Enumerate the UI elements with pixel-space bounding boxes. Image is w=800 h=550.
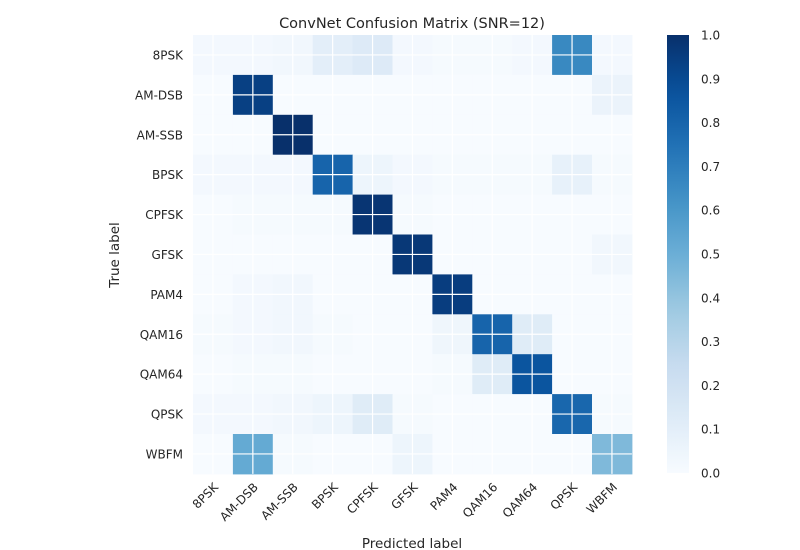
- colorbar-tick-label: 0.2: [701, 379, 720, 393]
- colorbar-tick-label: 0.6: [701, 204, 720, 218]
- x-tick-label: QPSK: [548, 479, 581, 512]
- y-tick-label: QAM64: [140, 368, 183, 382]
- colorbar-tick-label: 0.0: [701, 467, 720, 481]
- colorbar: [667, 35, 689, 473]
- x-tick-label: WBFM: [584, 480, 620, 516]
- x-tick-label: BPSK: [309, 479, 342, 512]
- x-tick-label: 8PSK: [190, 479, 222, 511]
- x-tick-label: QAM16: [460, 480, 501, 521]
- y-tick-label: CPFSK: [145, 208, 184, 222]
- y-tick-label: AM-SSB: [137, 128, 183, 142]
- y-axis-label: True label: [107, 222, 123, 289]
- y-tick-label: 8PSK: [153, 48, 184, 62]
- colorbar-tick-label: 0.5: [701, 248, 720, 262]
- x-tick-label: AM-SSB: [258, 480, 301, 523]
- x-tick-label: PAM4: [427, 480, 460, 513]
- y-tick-label: PAM4: [150, 288, 183, 302]
- y-tick-label: WBFM: [146, 447, 183, 461]
- colorbar-tick-label: 0.3: [701, 335, 720, 349]
- chart-title: ConvNet Confusion Matrix (SNR=12): [279, 16, 545, 32]
- x-tick-label: CPFSK: [344, 479, 381, 516]
- grid-lines: [193, 35, 632, 474]
- colorbar-tick-label: 0.4: [701, 291, 720, 305]
- colorbar-tick-label: 0.8: [701, 116, 720, 130]
- x-tick-label: GFSK: [388, 479, 421, 512]
- x-axis-label: Predicted label: [362, 536, 462, 550]
- x-tick-label: QAM64: [500, 480, 541, 521]
- y-tick-label: QPSK: [151, 408, 184, 422]
- colorbar-tick-label: 1.0: [701, 29, 720, 43]
- y-tick-label: BPSK: [152, 168, 184, 182]
- colorbar-ticks: 0.0 0.1 0.2 0.3 0.4 0.5 0.6 0.7 0.8 0.9 1.0: [701, 29, 720, 481]
- y-tick-label: QAM16: [140, 328, 183, 342]
- x-tick-label: AM-DSB: [217, 480, 261, 524]
- colorbar-tick-label: 0.1: [701, 423, 720, 437]
- colorbar-tick-label: 0.7: [701, 160, 720, 174]
- colorbar-tick-label: 0.9: [701, 72, 720, 86]
- y-tick-label: GFSK: [152, 248, 185, 262]
- y-tick-label: AM-DSB: [135, 88, 183, 102]
- y-tick-labels: 8PSK AM-DSB AM-SSB BPSK CPFSK GFSK PAM4 QAM16 QA…: [135, 48, 184, 461]
